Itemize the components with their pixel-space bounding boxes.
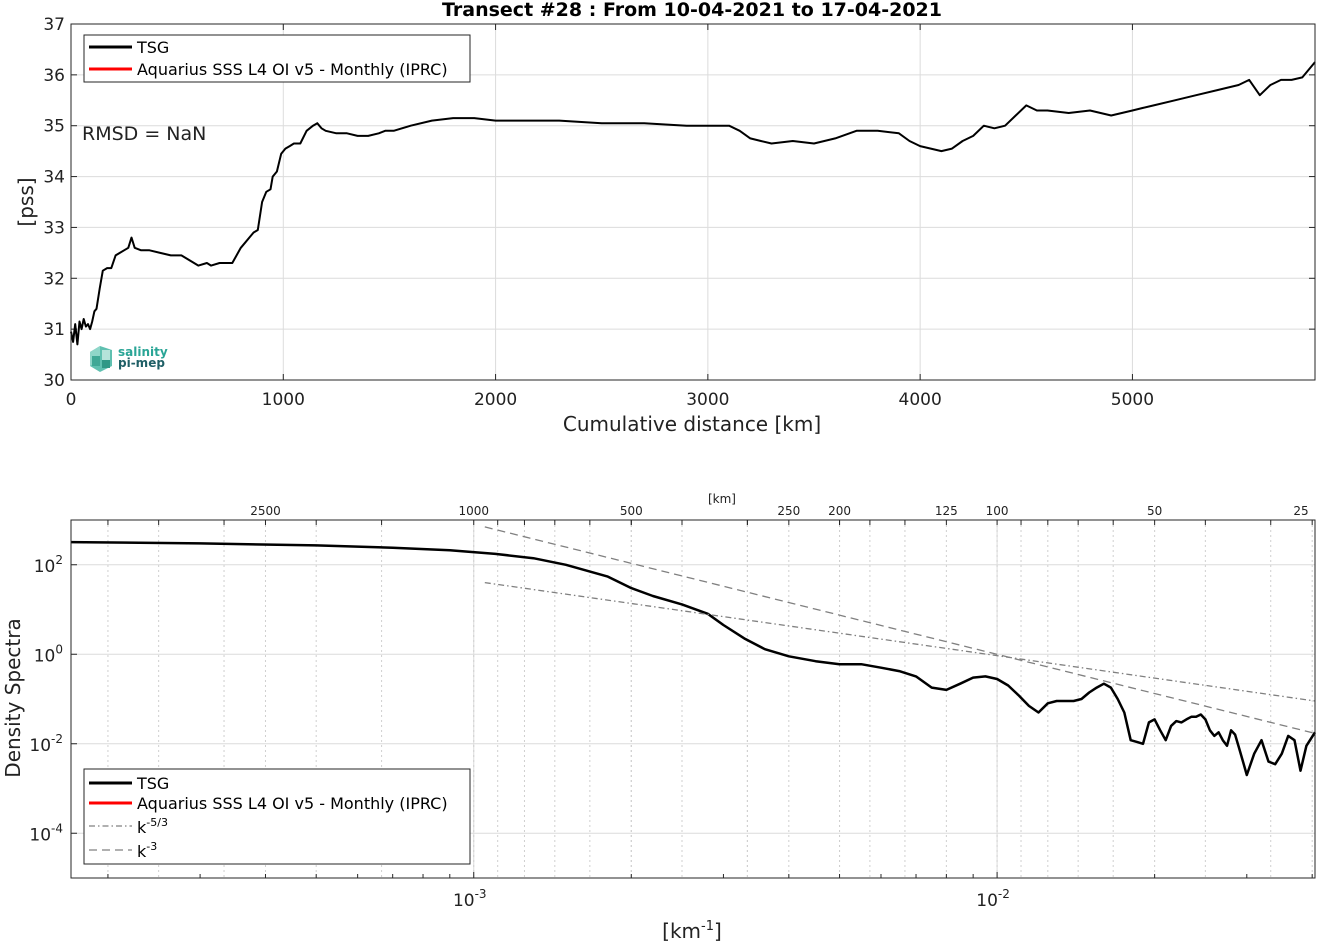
bottom-x-axis-label-exp: -1: [701, 919, 714, 934]
top-x-tick-label: 0: [66, 390, 77, 410]
bottom-y-tick-label: 100: [34, 642, 63, 666]
top-legend-aquarius-label: Aquarius SSS L4 OI v5 - Monthly (IPRC): [137, 60, 448, 79]
bottom-ticks: 10-4 10-2 100 102 10-3 10-2 2500 1000 500 250 200 1…: [29, 504, 1313, 911]
bottom-legend-aquarius-label: Aquarius SSS L4 OI v5 - Monthly (IPRC): [137, 794, 448, 813]
bottom-y-tick-label: 10-4: [29, 821, 63, 845]
bottom-legend-box: [83, 768, 471, 865]
top-y-tick-label: 31: [43, 320, 65, 340]
svg-text:[km-1]: [km-1]: [662, 919, 722, 942]
top-legend-tsg-label: TSG: [136, 38, 169, 57]
top-km-tick-label: 500: [620, 504, 643, 518]
top-y-tick-label: 32: [43, 269, 65, 289]
top-y-tick-label: 34: [43, 168, 65, 188]
top-km-axis-label: [km]: [708, 492, 736, 506]
bottom-y-tick-label: 10-2: [29, 732, 63, 756]
rmsd-annotation: RMSD = NaN: [82, 123, 206, 145]
bottom-series-k3-line: [484, 526, 1316, 735]
top-km-tick-label: 250: [777, 504, 800, 518]
bottom-y-tick-label: 102: [34, 553, 63, 577]
top-y-tick-label: 35: [43, 117, 65, 137]
top-plot-frame: [70, 23, 1316, 381]
top-km-tick-label: 125: [935, 504, 958, 518]
top-y-axis-label: [pss]: [14, 177, 38, 226]
bottom-legend[interactable]: TSG Aquarius SSS L4 OI v5 - Monthly (IPR…: [83, 768, 471, 865]
top-x-axis-label: Cumulative distance [km]: [563, 412, 821, 436]
top-y-tick-label: 37: [43, 15, 65, 35]
top-ticks: 0 1000 2000 3000 4000 5000 30 31 32 33 34 35 36 37: [43, 15, 1315, 410]
top-legend-box: [83, 34, 471, 83]
top-y-tick-label: 33: [43, 218, 65, 238]
top-x-tick-label: 1000: [262, 390, 305, 410]
bottom-legend-k3-label: k-3: [137, 840, 157, 861]
bottom-x-axis-label-base: [km: [662, 919, 701, 942]
bottom-y-axis-label: Density Spectra: [1, 618, 25, 777]
logo-icon: [90, 346, 112, 372]
bottom-series-tsg-line: [70, 540, 1317, 777]
figure-title: Transect #28 : From 10-04-2021 to 17-04-…: [442, 0, 942, 21]
top-km-tick-label: 25: [1293, 504, 1308, 518]
top-y-tick-label: 30: [43, 371, 65, 391]
bottom-series: [70, 526, 1317, 777]
top-x-tick-label: 2000: [474, 390, 517, 410]
top-km-tick-label: 200: [828, 504, 851, 518]
bottom-x-tick-label: 10-2: [976, 887, 1010, 911]
logo-text-line1: salinity: [118, 345, 168, 359]
top-km-tick-label: 100: [986, 504, 1009, 518]
bottom-legend-tsg-label: TSG: [136, 774, 169, 793]
bottom-x-axis-label: [km-1]: [662, 919, 722, 942]
top-legend[interactable]: TSG Aquarius SSS L4 OI v5 - Monthly (IPR…: [83, 34, 471, 83]
bottom-legend-k53-label: k-5/3: [137, 816, 168, 837]
bottom-series-k53-line: [484, 581, 1316, 702]
top-x-tick-label: 5000: [1111, 390, 1154, 410]
density-spectra-chart: 10-4 10-2 100 102 10-3 10-2 2500 1000 500 250 200 1…: [1, 492, 1317, 942]
top-series-tsg-line: [70, 61, 1316, 346]
top-series: [70, 61, 1316, 346]
top-km-tick-label: 1000: [458, 504, 489, 518]
bottom-x-tick-label: 10-3: [453, 887, 487, 911]
top-km-tick-label: 50: [1147, 504, 1162, 518]
top-y-tick-label: 36: [43, 66, 65, 86]
salinity-transect-chart: 0 1000 2000 3000 4000 5000 30 31 32 33 34 35 36 37 Cu…: [14, 15, 1316, 436]
top-x-tick-label: 4000: [899, 390, 942, 410]
bottom-plot-frame: [70, 519, 1316, 879]
logo-text-line2: pi-mep: [118, 356, 165, 370]
top-km-tick-label: 2500: [250, 504, 281, 518]
salinity-pi-mep-logo: salinity pi-mep: [90, 345, 168, 372]
top-x-tick-label: 3000: [686, 390, 729, 410]
